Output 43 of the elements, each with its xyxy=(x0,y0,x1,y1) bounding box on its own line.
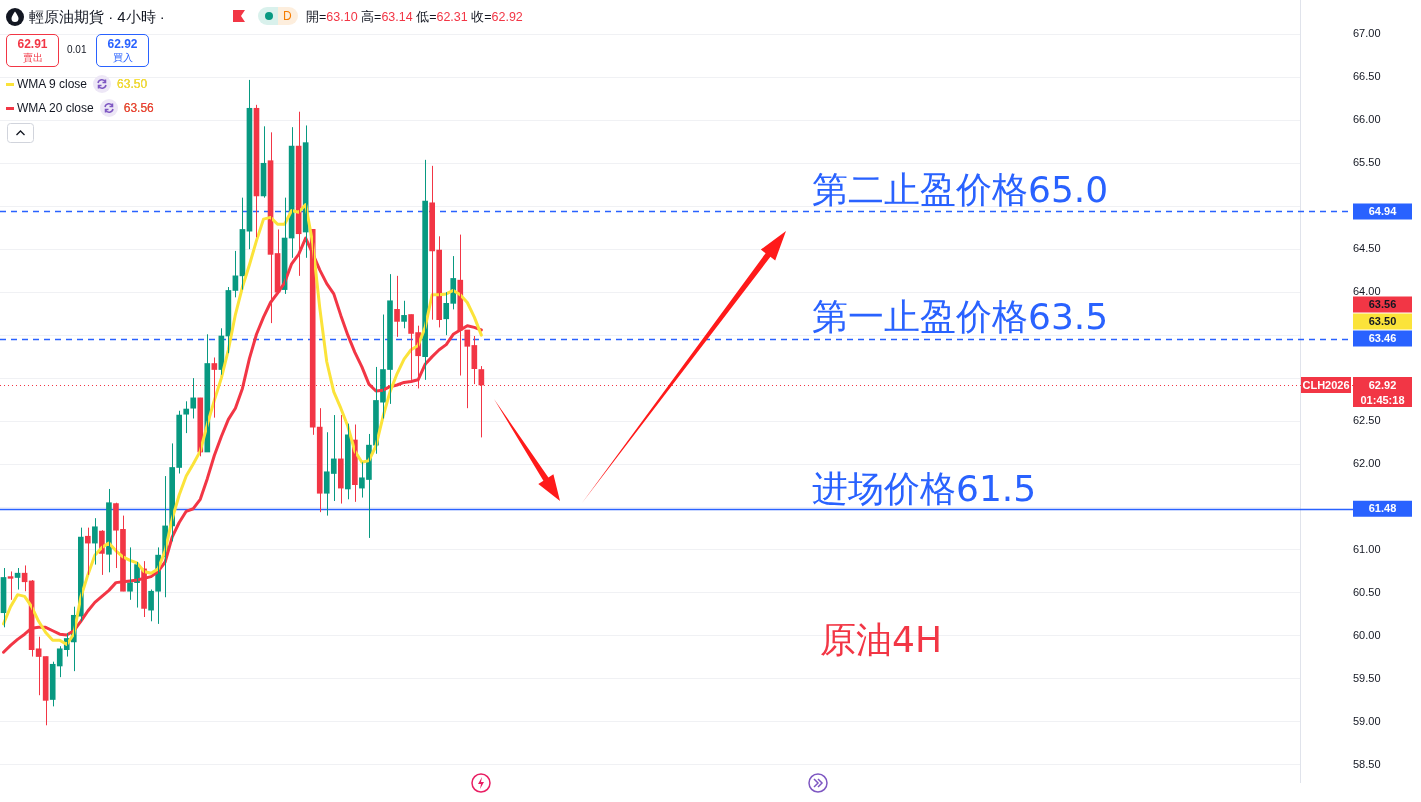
y-tick-label: 59.00 xyxy=(1353,714,1381,727)
text: 開=63.10 高=63.14 低=62.31 收=62.92 xyxy=(306,10,523,24)
text: CLH2026 xyxy=(1302,378,1350,391)
y-tick-label: 60.00 xyxy=(1353,628,1381,641)
candlestick xyxy=(7,570,14,601)
annotation: 第一止盈价格63.5 xyxy=(812,296,1109,338)
text: 63.50 xyxy=(1368,315,1397,328)
y-tick-label: 60.50 xyxy=(1353,585,1381,598)
legend-label: WMA 20 close xyxy=(17,101,94,115)
ref-line-label: 63.46 xyxy=(1368,332,1397,345)
y-tick-label: 65.50 xyxy=(1353,156,1381,169)
y-tick-label: 67.00 xyxy=(1353,27,1381,40)
text: 01:45:18 xyxy=(1360,393,1405,406)
y-tick-label: 64.00 xyxy=(1353,285,1381,298)
y-tick-label: 62.50 xyxy=(1353,414,1381,427)
text: 63.56 xyxy=(1368,298,1397,311)
candlestick xyxy=(42,656,49,726)
annotation: 63.50 xyxy=(117,77,148,91)
candlestick xyxy=(401,300,407,329)
y-tick-label: 61.00 xyxy=(1353,543,1381,556)
y-tick-label: 66.00 xyxy=(1353,113,1381,126)
y-tick-label: 59.50 xyxy=(1353,671,1381,684)
annotation: 買入 xyxy=(111,51,134,65)
candlestick xyxy=(183,400,190,434)
legend-label: WMA 9 close xyxy=(17,77,88,91)
annotation: 原油4H xyxy=(820,619,942,661)
annotation: 63.56 xyxy=(123,101,154,115)
annotation: 进场价格61.5 xyxy=(812,468,1037,510)
annotation: 62.92 xyxy=(106,37,139,51)
y-tick-label: 62.00 xyxy=(1353,457,1381,470)
annotation: 賣出 xyxy=(21,51,44,65)
ref-line-label: 64.94 xyxy=(1368,204,1398,217)
annotation: 62.91 xyxy=(16,37,49,51)
ref-line-label: 61.48 xyxy=(1368,502,1397,515)
y-tick-label: 66.50 xyxy=(1353,70,1381,83)
annotation: 第二止盈价格65.0 xyxy=(812,169,1109,211)
annotation: D xyxy=(283,9,292,23)
candlestick xyxy=(394,275,400,338)
text: 輕原油期貨 · 4小時 · xyxy=(29,8,165,27)
y-tick-label: 58.50 xyxy=(1353,757,1381,770)
annotation: 0.01 xyxy=(67,44,87,55)
ref-line-label: 62.92 xyxy=(1368,378,1397,391)
y-tick-label: 64.50 xyxy=(1353,242,1381,255)
